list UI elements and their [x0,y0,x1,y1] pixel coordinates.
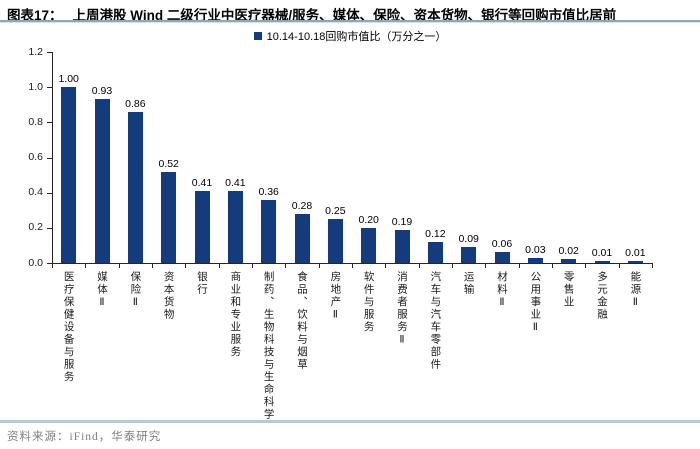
bar [461,247,477,263]
bar [627,261,643,263]
category-label: 银行 [196,271,207,296]
bar-value-label: 0.01 [625,247,646,260]
figure-number: 图表17： [7,8,63,23]
bar [261,199,277,263]
bar-value-label: 0.12 [425,227,446,240]
y-axis-tick [47,87,52,89]
bar-value-label: 0.03 [525,243,546,256]
bar-value-label: 0.06 [491,238,513,251]
bar-value-label: 0.41 [191,176,213,189]
bar [527,257,543,263]
bar-value-label: 0.25 [325,205,346,218]
bar-value-label: 0.93 [91,85,113,98]
x-axis-tick [518,263,520,268]
category-label: 软件与服务 [362,271,374,334]
x-axis-tick [285,263,287,268]
category-label: 公用事业Ⅱ [529,271,541,335]
y-axis-tick [47,192,52,194]
y-tick-label: 1.2 [28,45,43,58]
category-label: 制药、生物科技与生命科学 [262,271,274,421]
category-label: 零售业 [562,271,574,309]
bar [594,261,610,263]
category-label: 媒体Ⅱ [96,271,107,310]
x-axis-tick [118,263,120,268]
category-label: 汽车与汽车零部件 [429,271,441,371]
bar-value-label: 0.86 [125,97,146,110]
bar [394,229,410,263]
y-tick-label: 0.6 [28,151,43,163]
bar-value-label: 0.02 [558,245,579,258]
x-axis-tick [652,263,653,268]
bar [161,171,177,263]
bar [294,213,310,263]
bar-value-label: 0.36 [258,185,279,198]
figure-title: 上周港股 Wind 二级行业中医疗器械/服务、媒体、保险、资本货物、银行等回购市… [72,8,617,23]
y-tick-label: 0.0 [28,256,43,269]
x-axis-tick [585,263,587,268]
category-label: 房地产Ⅱ [329,271,341,323]
category-label: 材料Ⅱ [496,271,507,310]
category-label: 能源Ⅱ [629,271,641,310]
y-tick-label: 0.8 [28,115,43,128]
source-note: 资料来源：iFind，华泰研究 [7,431,162,443]
legend-label: 10.14-10.18回购市值比（万分之一） [266,31,447,43]
footer-divider [0,420,700,423]
category-label: 商业和专业服务 [229,271,241,359]
y-axis-tick [47,52,52,53]
bar-value-label: 1.00 [58,73,79,86]
bar-value-label: 0.09 [458,233,479,246]
y-axis-tick [47,157,52,159]
x-axis-tick [185,263,187,268]
x-axis-tick [318,263,320,268]
bar [427,241,443,263]
legend: 10.14-10.18回购市值比（万分之一） [0,28,700,44]
y-tick-label: 1.0 [28,80,43,93]
bar [561,259,577,263]
bar [361,227,377,263]
y-tick-label: 0.2 [28,221,43,234]
bar [494,252,510,263]
bar-value-label: 0.52 [158,157,179,170]
x-axis-tick [552,263,553,268]
y-tick-label: 0.4 [28,186,43,199]
category-label: 医疗保健设备与服务 [62,271,74,384]
bar-value-label: 0.41 [225,176,246,189]
x-axis-tick [52,263,53,268]
x-axis-tick [218,263,220,268]
x-axis-tick [85,263,87,268]
bar-value-label: 0.19 [391,215,413,228]
title-divider [0,20,700,23]
bar [94,99,110,263]
y-axis-tick [47,122,52,124]
x-axis-tick [418,263,420,268]
category-label: 消费者服务Ⅱ [396,271,407,348]
bar-value-label: 0.20 [358,213,379,226]
x-axis-tick [352,263,353,268]
x-axis-tick [385,263,387,268]
bar [227,190,243,263]
x-axis-tick [618,263,620,268]
x-axis-tick [485,263,487,268]
bar [61,87,77,263]
bar [194,190,210,263]
category-label: 多元金融 [596,271,607,321]
figure-header: 图表17： 上周港股 Wind 二级行业中医疗器械/服务、媒体、保险、资本货物、银… [7,4,697,24]
category-label: 保险Ⅱ [129,271,141,310]
legend-swatch-icon [253,32,262,40]
bar-value-label: 0.01 [591,247,613,260]
y-axis-tick [47,227,52,229]
x-axis-tick [152,263,153,268]
bar-value-label: 0.28 [291,199,313,212]
category-label: 资本货物 [162,271,174,321]
y-axis-line [52,52,53,264]
bar [127,111,143,263]
y-axis-tick [47,263,52,264]
x-axis-tick [452,263,453,268]
category-label: 食品、饮料与烟草 [296,271,307,371]
bar [327,219,343,263]
x-axis-tick [252,263,253,268]
category-label: 运输 [462,271,474,296]
